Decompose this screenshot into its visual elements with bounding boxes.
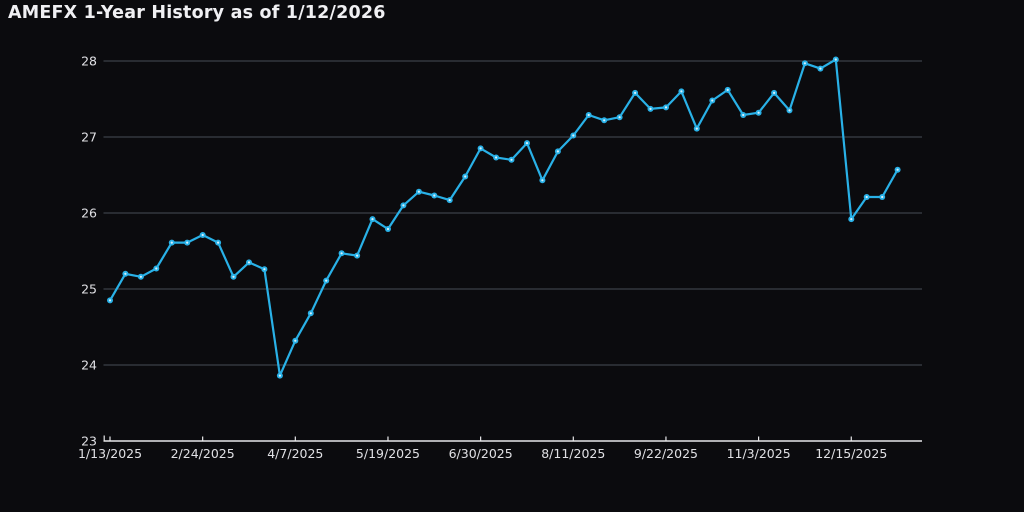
y-tick-label: 27	[81, 130, 97, 145]
data-point-core	[201, 233, 204, 237]
data-point-core	[278, 374, 281, 377]
data-point-core	[541, 179, 544, 182]
data-point-core	[155, 267, 158, 270]
data-point-core	[263, 268, 266, 271]
data-point-core	[356, 254, 359, 257]
data-point-core	[896, 168, 899, 171]
data-point-core	[834, 58, 837, 61]
data-point-core	[664, 106, 668, 109]
y-tick-label: 25	[81, 282, 97, 297]
x-tick-label: 2/24/2025	[171, 446, 235, 461]
data-point-core	[803, 62, 807, 65]
data-point-core	[618, 116, 621, 119]
x-tick-label: 6/30/2025	[449, 446, 513, 461]
data-point-core	[294, 339, 297, 342]
data-point-core	[881, 195, 884, 199]
data-point-core	[217, 241, 220, 244]
x-tick-label: 1/13/2025	[78, 446, 142, 461]
data-points	[107, 56, 901, 379]
data-point-core	[124, 272, 127, 275]
y-gridlines	[103, 60, 922, 366]
data-point-core	[340, 252, 343, 255]
data-point-core	[247, 261, 251, 264]
y-tick-label: 26	[81, 206, 97, 221]
data-point-core	[726, 88, 729, 91]
data-point-core	[464, 175, 467, 178]
y-tick-label: 24	[81, 358, 97, 373]
data-point-core	[742, 113, 745, 117]
data-point-core	[402, 204, 405, 207]
data-point-core	[587, 113, 590, 117]
data-point-core	[865, 195, 868, 199]
data-point-core	[386, 227, 390, 231]
data-point-core	[634, 91, 637, 94]
data-point-core	[371, 218, 374, 221]
data-point-core	[479, 147, 482, 150]
x-tick-label: 8/11/2025	[541, 446, 605, 461]
data-point-core	[850, 218, 853, 221]
data-point-core	[139, 275, 142, 278]
x-tick-label: 11/3/2025	[727, 446, 791, 461]
data-point-core	[186, 241, 189, 244]
data-point-core	[417, 190, 420, 193]
data-point-core	[680, 90, 683, 93]
data-point-core	[788, 109, 791, 112]
chart-title: AMEFX 1-Year History as of 1/12/2026	[8, 3, 386, 23]
y-tick-label: 23	[81, 434, 97, 449]
data-point-core	[309, 312, 312, 315]
data-point-core	[325, 279, 328, 282]
data-point-core	[649, 107, 652, 110]
data-point-core	[433, 194, 436, 197]
x-tick-label: 9/22/2025	[634, 446, 698, 461]
data-point-core	[232, 275, 235, 278]
data-point-core	[510, 158, 513, 161]
data-point-core	[711, 99, 714, 102]
x-tick-label: 12/15/2025	[815, 446, 887, 461]
data-point-core	[448, 199, 451, 202]
price-line	[108, 58, 899, 377]
data-point-core	[695, 127, 698, 130]
x-axis: 1/13/2025 2/24/2025 4/7/2025 5/19/2025 6/30/…	[78, 435, 922, 461]
data-point-core	[819, 67, 822, 70]
data-point-core	[556, 150, 560, 153]
y-axis-labels: 23 24 25 26 27 28	[81, 54, 97, 449]
data-point-core	[525, 142, 529, 145]
data-point-core	[170, 241, 173, 244]
data-point-core	[572, 134, 575, 137]
y-tick-label: 28	[81, 54, 97, 69]
data-point-core	[773, 91, 776, 94]
data-point-core	[603, 119, 606, 122]
data-point-core	[108, 299, 112, 302]
data-point-core	[495, 156, 498, 159]
x-tick-label: 5/19/2025	[356, 446, 420, 461]
x-tick-label: 4/7/2025	[267, 446, 323, 461]
data-point-core	[757, 111, 760, 114]
